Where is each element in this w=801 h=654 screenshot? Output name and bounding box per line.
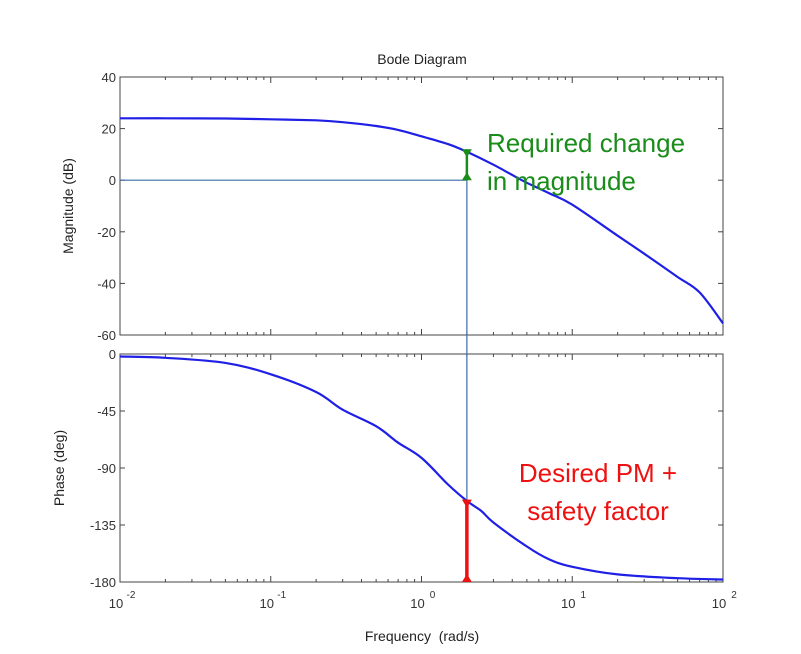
required-change-arrow-top xyxy=(461,149,472,158)
magnitude-ytick-label: 0 xyxy=(109,173,116,188)
phase-ytick-label: -90 xyxy=(97,461,116,476)
magnitude-ytick-label: -20 xyxy=(97,225,116,240)
x-tick-label: 10 xyxy=(712,596,726,611)
required-change-label-line: Required change xyxy=(487,128,685,158)
phase-axes-box xyxy=(119,353,724,583)
magnitude-ytick-label: -40 xyxy=(97,276,116,291)
chart-title: Bode Diagram xyxy=(377,51,467,67)
desired-pm-label-line: safety factor xyxy=(527,496,669,526)
x-tick-label: 10 xyxy=(260,596,274,611)
x-tick-label: 10 xyxy=(561,596,575,611)
phase-ytick-label: -180 xyxy=(90,575,116,590)
magnitude-y-axis-label: Magnitude (dB) xyxy=(60,158,76,254)
magnitude-ytick-label: 40 xyxy=(102,70,116,85)
annotations: Required change in magnitude Desired PM + s… xyxy=(461,128,685,582)
x-tick-exponent: 0 xyxy=(430,590,436,601)
magnitude-ytick-label: 20 xyxy=(102,122,116,137)
x-tick-exponent: 1 xyxy=(580,590,586,601)
desired-pm-arrow-top xyxy=(461,499,472,508)
required-change-label-line: in magnitude xyxy=(487,166,636,196)
phase-ytick-label: -135 xyxy=(90,518,116,533)
phase-ytick-label: 0 xyxy=(109,347,116,362)
x-tick-label: 10 xyxy=(109,596,123,611)
phase-y-axis-label: Phase (deg) xyxy=(51,430,67,506)
magnitude-ytick-label: -60 xyxy=(97,328,116,343)
phase-series-line xyxy=(119,355,724,581)
x-tick-exponent: 2 xyxy=(731,590,737,601)
magnitude-axes-box xyxy=(119,76,724,336)
desired-pm-label-line: Desired PM + xyxy=(519,458,677,488)
phase-panel: 0 -45 -90 -135 -180 Phase (deg) xyxy=(51,347,724,590)
magnitude-panel: 40 20 0 -20 -40 -60 Magnitude (dB) xyxy=(60,70,724,343)
phase-ytick-label: -45 xyxy=(97,404,116,419)
x-tick-exponent: -2 xyxy=(127,590,136,601)
desired-pm-arrow-bottom xyxy=(461,574,472,582)
x-axis-label: Frequency (rad/s) xyxy=(365,628,479,644)
x-tick-exponent: -1 xyxy=(277,590,286,601)
x-tick-label: 10 xyxy=(410,596,424,611)
required-change-arrow-bottom xyxy=(461,172,472,181)
